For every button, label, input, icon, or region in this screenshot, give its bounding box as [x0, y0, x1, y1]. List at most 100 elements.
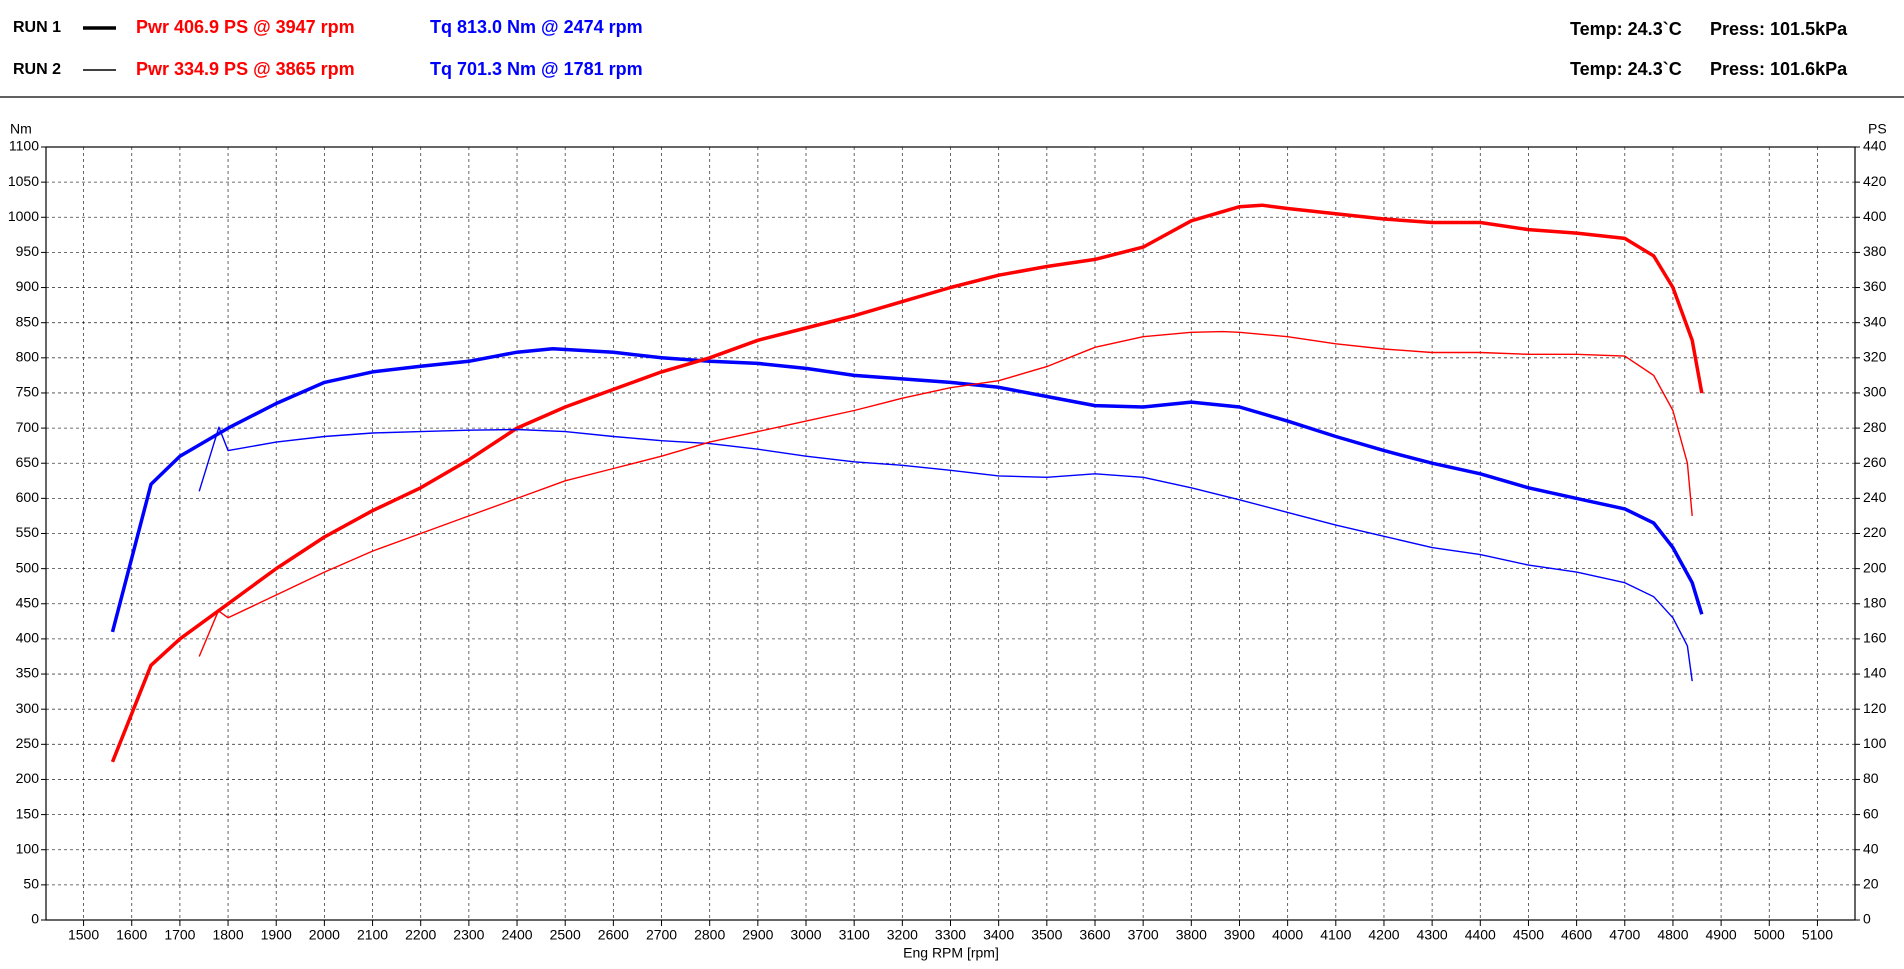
y-tick-label: 600 — [16, 489, 40, 505]
y-tick-label: 700 — [16, 419, 40, 435]
y-tick-label: 250 — [16, 735, 40, 751]
y2-tick-label: 20 — [1863, 876, 1879, 892]
x-tick-label: 4300 — [1417, 927, 1448, 943]
y2-tick-label: 240 — [1863, 489, 1887, 505]
y-tick-label: 750 — [16, 384, 40, 400]
torque-peak: Tq 813.0 Nm @ 2474 rpm — [430, 17, 643, 37]
x-tick-label: 2900 — [742, 927, 773, 943]
y2-tick-label: 320 — [1863, 349, 1887, 365]
y2-tick-label: 220 — [1863, 524, 1887, 540]
y-tick-label: 850 — [16, 313, 40, 329]
x-tick-label: 4900 — [1706, 927, 1737, 943]
y2-tick-label: 160 — [1863, 630, 1887, 646]
pressure: Press: 101.6kPa — [1710, 59, 1848, 79]
y-tick-label: 900 — [16, 278, 40, 294]
y2-tick-label: 180 — [1863, 594, 1887, 610]
x-tick-label: 3600 — [1079, 927, 1110, 943]
y-tick-label: 1000 — [8, 208, 39, 224]
x-tick-label: 5000 — [1754, 927, 1785, 943]
data-line — [198, 330, 1693, 657]
x-tick-label: 3700 — [1128, 927, 1159, 943]
y-tick-label: 1050 — [8, 173, 39, 189]
y2-tick-label: 120 — [1863, 700, 1887, 716]
y-tick-label: 300 — [16, 700, 40, 716]
x-tick-label: 2300 — [453, 927, 484, 943]
data-line — [110, 346, 1704, 633]
x-axis-label: Eng RPM [rpm] — [903, 945, 999, 961]
x-tick-label: 3200 — [887, 927, 918, 943]
x-tick-label: 1500 — [68, 927, 99, 943]
x-tick-label: 4200 — [1368, 927, 1399, 943]
y2-tick-label: 260 — [1863, 454, 1887, 470]
torque-peak: Tq 701.3 Nm @ 1781 rpm — [430, 59, 643, 79]
y2-tick-label: 440 — [1863, 138, 1887, 154]
x-tick-label: 1900 — [261, 927, 292, 943]
x-tick-label: 3100 — [839, 927, 870, 943]
y-tick-label: 350 — [16, 665, 40, 681]
y2-tick-label: 300 — [1863, 384, 1887, 400]
y-tick-label: 550 — [16, 524, 40, 540]
y-tick-label: 150 — [16, 805, 40, 821]
y2-tick-label: 420 — [1863, 173, 1887, 189]
power-peak: Pwr 406.9 PS @ 3947 rpm — [136, 17, 355, 37]
data-line — [110, 203, 1704, 763]
x-tick-label: 3400 — [983, 927, 1014, 943]
y2-tick-label: 60 — [1863, 805, 1879, 821]
x-tick-label: 2800 — [694, 927, 725, 943]
y-tick-label: 0 — [31, 911, 39, 927]
y2-axis-label: PS — [1868, 121, 1887, 137]
y-tick-label: 50 — [23, 876, 39, 892]
y2-tick-label: 80 — [1863, 770, 1879, 786]
x-tick-label: 1600 — [116, 927, 147, 943]
y2-tick-label: 0 — [1863, 911, 1871, 927]
y2-tick-label: 380 — [1863, 243, 1887, 259]
data-line — [198, 426, 1693, 682]
x-tick-label: 4500 — [1513, 927, 1544, 943]
x-tick-label: 2400 — [501, 927, 532, 943]
y-tick-label: 450 — [16, 594, 40, 610]
y-axis-label: Nm — [10, 121, 32, 137]
x-tick-label: 4100 — [1320, 927, 1351, 943]
y-tick-label: 500 — [16, 559, 40, 575]
run-label: RUN 1 — [13, 19, 61, 36]
x-tick-label: 4400 — [1465, 927, 1496, 943]
x-tick-label: 3500 — [1031, 927, 1062, 943]
y2-tick-label: 280 — [1863, 419, 1887, 435]
temperature: Temp: 24.3`C — [1570, 19, 1682, 39]
x-tick-label: 2700 — [646, 927, 677, 943]
y-tick-label: 100 — [16, 840, 40, 856]
power-peak: Pwr 334.9 PS @ 3865 rpm — [136, 59, 355, 79]
x-tick-label: 2500 — [550, 927, 581, 943]
run-label: RUN 2 — [13, 61, 61, 78]
x-tick-label: 4700 — [1609, 927, 1640, 943]
pressure: Press: 101.5kPa — [1710, 19, 1848, 39]
x-tick-label: 2100 — [357, 927, 388, 943]
y-tick-label: 650 — [16, 454, 40, 470]
x-tick-label: 4600 — [1561, 927, 1592, 943]
x-tick-label: 3900 — [1224, 927, 1255, 943]
y2-tick-label: 200 — [1863, 559, 1887, 575]
y-tick-label: 1100 — [9, 138, 39, 154]
y2-tick-label: 140 — [1863, 665, 1887, 681]
y2-tick-label: 100 — [1863, 735, 1887, 751]
y-tick-label: 400 — [16, 630, 40, 646]
y2-tick-label: 340 — [1863, 313, 1887, 329]
y-tick-label: 200 — [16, 770, 40, 786]
x-tick-label: 3800 — [1176, 927, 1207, 943]
y2-tick-label: 40 — [1863, 840, 1879, 856]
x-tick-label: 1700 — [164, 927, 195, 943]
x-tick-label: 2200 — [405, 927, 436, 943]
temperature: Temp: 24.3`C — [1570, 59, 1682, 79]
x-tick-label: 1800 — [212, 927, 243, 943]
y2-tick-label: 360 — [1863, 278, 1887, 294]
x-tick-label: 2600 — [598, 927, 629, 943]
y2-tick-label: 400 — [1863, 208, 1887, 224]
y-tick-label: 800 — [16, 349, 40, 365]
x-tick-label: 4800 — [1657, 927, 1688, 943]
x-tick-label: 3000 — [790, 927, 821, 943]
y-tick-label: 950 — [16, 243, 40, 259]
x-tick-label: 2000 — [309, 927, 340, 943]
x-tick-label: 4000 — [1272, 927, 1303, 943]
x-tick-label: 3300 — [935, 927, 966, 943]
